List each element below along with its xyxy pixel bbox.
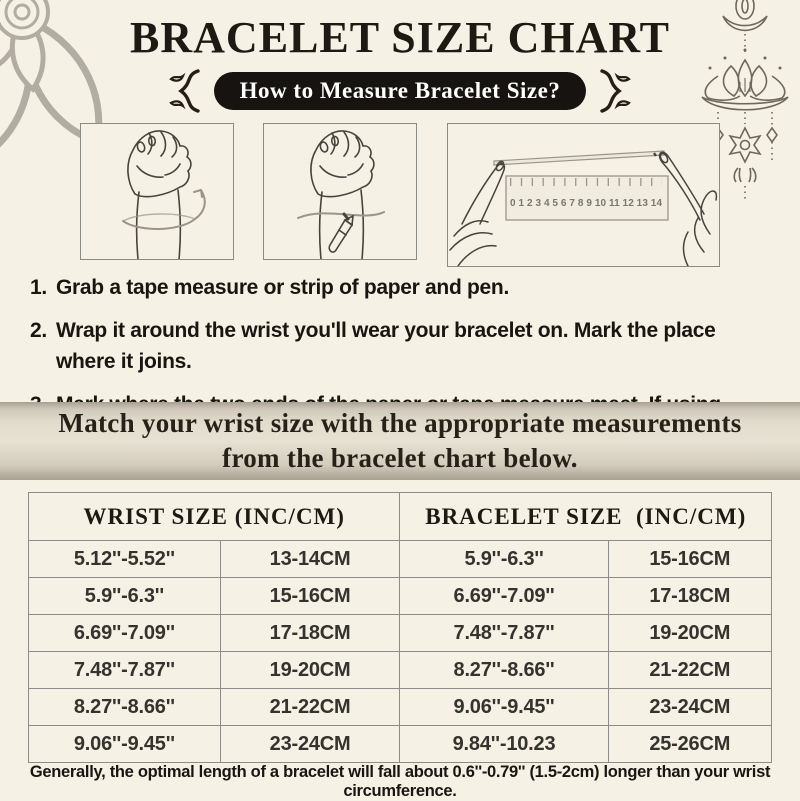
banner-line-2: from the bracelet chart below. bbox=[222, 443, 578, 473]
wrist-inches: 5.12''-5.52'' bbox=[28, 540, 221, 578]
wrist-size-header: WRIST SIZE (INC/CM) bbox=[27, 492, 401, 541]
bracelet-inches: 6.69''-7.09'' bbox=[399, 577, 609, 615]
wrist-cm: 21-22CM bbox=[219, 688, 401, 726]
wrist-inches: 8.27''-8.66'' bbox=[28, 688, 221, 726]
ruler-measure-illustration: 0 1 2 3 4 5 6 7 8 9 10 11 12 13 14 bbox=[447, 123, 720, 267]
bracelet-cm: 23-24CM bbox=[607, 688, 773, 726]
wrist-cm: 19-20CM bbox=[219, 651, 401, 689]
size-chart-table: WRIST SIZE (INC/CM) BRACELET SIZE (INC/C… bbox=[27, 492, 773, 763]
table-row: 6.69''-7.09'' 17-18CM 7.48''-7.87'' 19-2… bbox=[28, 614, 773, 652]
bracelet-cm: 25-26CM bbox=[607, 725, 773, 763]
left-flourish-icon bbox=[168, 69, 200, 113]
bracelet-cm: 15-16CM bbox=[607, 540, 773, 578]
wrist-cm: 13-14CM bbox=[219, 540, 401, 578]
table-row: 8.27''-8.66'' 21-22CM 9.06''-9.45'' 23-2… bbox=[28, 688, 773, 726]
table-row: 7.48''-7.87'' 19-20CM 8.27''-8.66'' 21-2… bbox=[28, 651, 773, 689]
subtitle-row: How to Measure Bracelet Size? bbox=[0, 68, 800, 114]
wrist-inches: 5.9''-6.3'' bbox=[28, 577, 221, 615]
wrist-inches: 7.48''-7.87'' bbox=[28, 651, 221, 689]
step-text: Grab a tape measure or strip of paper an… bbox=[56, 276, 509, 299]
bracelet-inches: 9.06''-9.45'' bbox=[399, 688, 609, 726]
bracelet-cm: 21-22CM bbox=[607, 651, 773, 689]
banner-line-1: Match your wrist size with the appropria… bbox=[58, 407, 742, 438]
match-size-banner: Match your wrist size with the appropria… bbox=[0, 402, 800, 480]
step-number: 1. bbox=[30, 276, 47, 299]
hand-tape-illustration bbox=[80, 123, 234, 260]
footer-note: Generally, the optimal length of a brace… bbox=[29, 763, 771, 800]
wrist-cm: 17-18CM bbox=[219, 614, 401, 652]
bracelet-inches: 7.48''-7.87'' bbox=[399, 614, 609, 652]
wrist-cm: 23-24CM bbox=[219, 725, 401, 763]
instruction-step-1: 1. Grab a tape measure or strip of paper… bbox=[30, 272, 778, 304]
hand-pen-illustration bbox=[263, 123, 417, 260]
table-header-row: WRIST SIZE (INC/CM) BRACELET SIZE (INC/C… bbox=[27, 492, 772, 541]
right-flourish-icon bbox=[600, 69, 632, 113]
page-title: BRACELET SIZE CHART bbox=[130, 13, 670, 62]
bracelet-inches: 9.84''-10.23 bbox=[399, 725, 609, 763]
how-to-measure-pill: How to Measure Bracelet Size? bbox=[213, 72, 587, 110]
wrist-inches: 9.06''-9.45'' bbox=[28, 725, 221, 763]
bracelet-inches: 8.27''-8.66'' bbox=[399, 651, 609, 689]
bracelet-size-header: BRACELET SIZE (INC/CM) bbox=[399, 492, 772, 541]
bracelet-cm: 19-20CM bbox=[607, 614, 773, 652]
bracelet-inches: 5.9''-6.3'' bbox=[399, 540, 609, 578]
table-row: 9.06''-9.45'' 23-24CM 9.84''-10.23 25-26… bbox=[28, 725, 773, 763]
ruler-numbers: 0 1 2 3 4 5 6 7 8 9 10 11 12 13 14 bbox=[510, 198, 662, 209]
table-row: 5.9''-6.3'' 15-16CM 6.69''-7.09'' 17-18C… bbox=[28, 577, 773, 615]
instruction-step-2: 2. Wrap it around the wrist you'll wear … bbox=[30, 315, 778, 378]
step-number: 2. bbox=[30, 318, 47, 342]
bracelet-cm: 17-18CM bbox=[607, 577, 773, 615]
step-text: Wrap it around the wrist you'll wear you… bbox=[56, 318, 716, 374]
wrist-inches: 6.69''-7.09'' bbox=[28, 614, 221, 652]
table-row: 5.12''-5.52'' 13-14CM 5.9''-6.3'' 15-16C… bbox=[28, 540, 773, 578]
wrist-cm: 15-16CM bbox=[219, 577, 401, 615]
